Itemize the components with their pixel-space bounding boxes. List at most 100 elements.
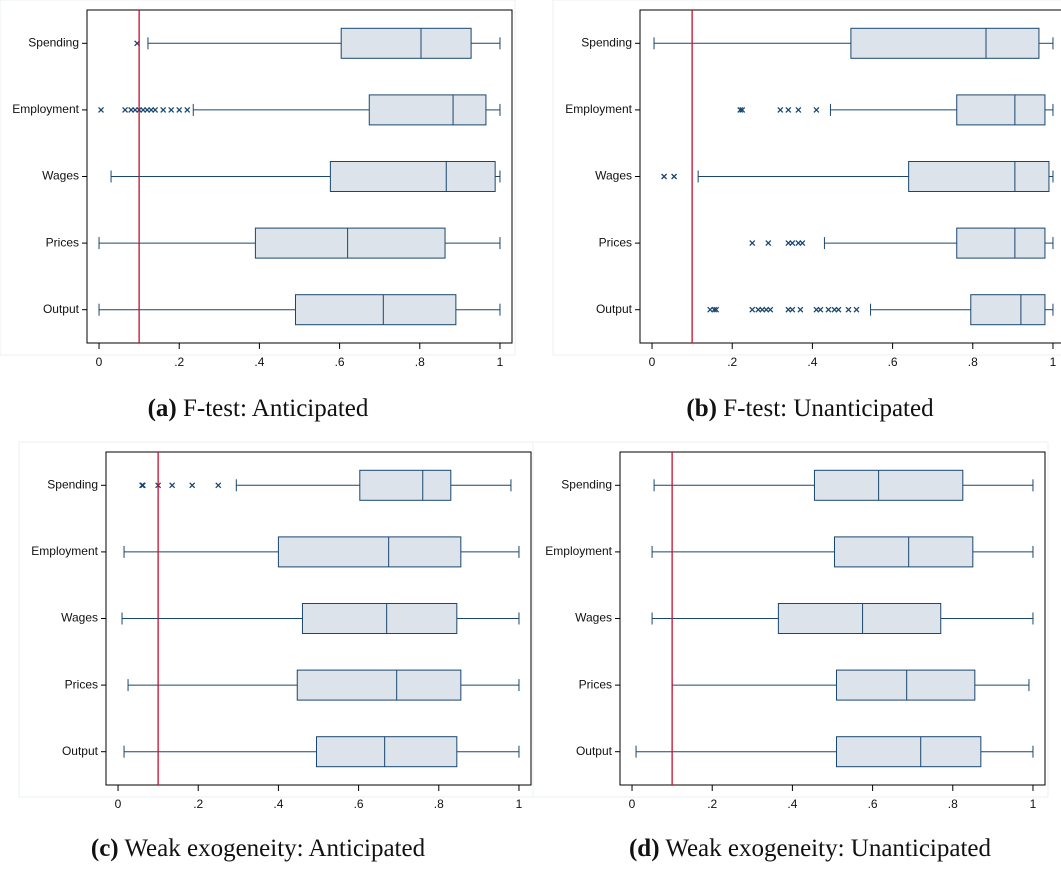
caption: (b) F-test: Unanticipated	[686, 395, 934, 422]
box	[956, 94, 1046, 126]
caption-text: F-test: Unanticipated	[723, 395, 934, 422]
y-tick-label: Spending	[581, 35, 632, 49]
outlier	[671, 173, 678, 180]
y-tick-label: Wages	[595, 169, 632, 183]
y-tick-label: Prices	[599, 235, 632, 249]
outlier	[785, 106, 792, 113]
outlier	[795, 106, 802, 113]
outlier	[817, 306, 824, 313]
box	[970, 294, 1046, 326]
outlier	[845, 306, 852, 313]
box	[301, 603, 458, 634]
y-tick-label: Spending	[28, 35, 79, 49]
y-tick-label: Employment	[545, 544, 612, 558]
outlier	[184, 106, 191, 113]
x-tick-label: .2	[727, 355, 737, 369]
x-tick-label: .6	[868, 797, 878, 811]
x-tick-label: 1	[516, 797, 523, 811]
caption: (a) F-test: Anticipated	[148, 395, 369, 422]
box	[296, 669, 462, 701]
x-tick-label: 0	[115, 797, 122, 811]
caption: (c) Weak exogeneity: Anticipated	[91, 835, 426, 862]
x-tick-label: .6	[888, 355, 898, 369]
y-tick-label: Wages	[575, 611, 612, 625]
outlier	[789, 240, 796, 247]
y-tick-label: Spending	[561, 477, 612, 491]
y-tick-label: Spending	[47, 477, 98, 491]
panel: 0 .2 .4 .6 .8 1 Spending Employment Wages Prices O…	[532, 441, 1049, 811]
box	[315, 736, 458, 768]
outlier	[713, 306, 720, 313]
y-tick-label: Employment	[565, 102, 632, 116]
panel: 0 .2 .4 .6 .8 1 Spending Employment Wages Prices O…	[552, 0, 1061, 369]
x-tick-label: 1	[1050, 355, 1057, 369]
y-tick-label: Employment	[12, 102, 79, 116]
y-tick-label: Prices	[46, 235, 79, 249]
outlier	[789, 306, 796, 313]
panel: 0 .2 .4 .6 .8 1 Spending Employment Wages Prices O…	[0, 0, 516, 369]
box	[836, 736, 982, 768]
outlier	[749, 240, 756, 247]
caption-text: Weak exogeneity: Anticipated	[124, 835, 425, 862]
outlier	[215, 482, 222, 489]
x-tick-label: .2	[193, 797, 203, 811]
caption-label: (c)	[91, 835, 119, 862]
outlier	[169, 482, 176, 489]
outlier	[98, 106, 104, 113]
box	[777, 603, 942, 634]
x-tick-label: .4	[787, 797, 797, 811]
x-tick-label: 1	[497, 355, 504, 369]
outlier	[813, 106, 820, 113]
box	[329, 161, 496, 192]
x-tick-label: .8	[415, 355, 425, 369]
x-tick-label: .6	[354, 797, 364, 811]
outlier	[739, 106, 746, 113]
box	[956, 227, 1046, 259]
x-tick-label: 0	[649, 355, 656, 369]
x-tick-label: 0	[96, 355, 103, 369]
x-tick-label: .6	[335, 355, 345, 369]
y-tick-label: Output	[576, 744, 613, 758]
outlier	[767, 306, 774, 313]
outlier	[139, 482, 146, 489]
box	[254, 227, 446, 259]
box	[340, 27, 472, 59]
outlier	[168, 106, 175, 113]
outlier	[737, 106, 744, 113]
box	[836, 669, 976, 701]
x-tick-label: .4	[254, 355, 264, 369]
box	[908, 161, 1050, 192]
caption-label: (b)	[686, 395, 717, 422]
caption-text: Weak exogeneity: Unanticipated	[665, 835, 991, 862]
y-tick-label: Output	[62, 744, 99, 758]
outlier	[122, 106, 129, 113]
box	[850, 27, 1040, 59]
outlier	[765, 240, 772, 247]
caption-text: F-test: Anticipated	[183, 395, 369, 422]
outlier	[777, 106, 784, 113]
box	[368, 94, 487, 126]
box	[834, 536, 974, 568]
caption-label: (a)	[148, 395, 177, 422]
outlier	[160, 106, 167, 113]
outlier	[749, 306, 756, 313]
outlier	[176, 106, 183, 113]
x-tick-label: 1	[1030, 797, 1037, 811]
x-tick-label: 0	[629, 797, 636, 811]
box	[813, 469, 964, 501]
x-tick-label: .8	[434, 797, 444, 811]
box	[294, 294, 457, 326]
y-tick-label: Output	[43, 302, 80, 316]
outlier	[797, 306, 804, 313]
outlier	[825, 306, 832, 313]
x-tick-label: .4	[273, 797, 283, 811]
x-tick-label: .2	[707, 797, 717, 811]
outlier	[835, 306, 842, 313]
y-tick-label: Prices	[579, 677, 612, 691]
y-tick-label: Employment	[31, 544, 98, 558]
outlier	[799, 240, 806, 247]
y-tick-label: Prices	[65, 677, 98, 691]
x-tick-label: .8	[968, 355, 978, 369]
outlier	[853, 306, 860, 313]
